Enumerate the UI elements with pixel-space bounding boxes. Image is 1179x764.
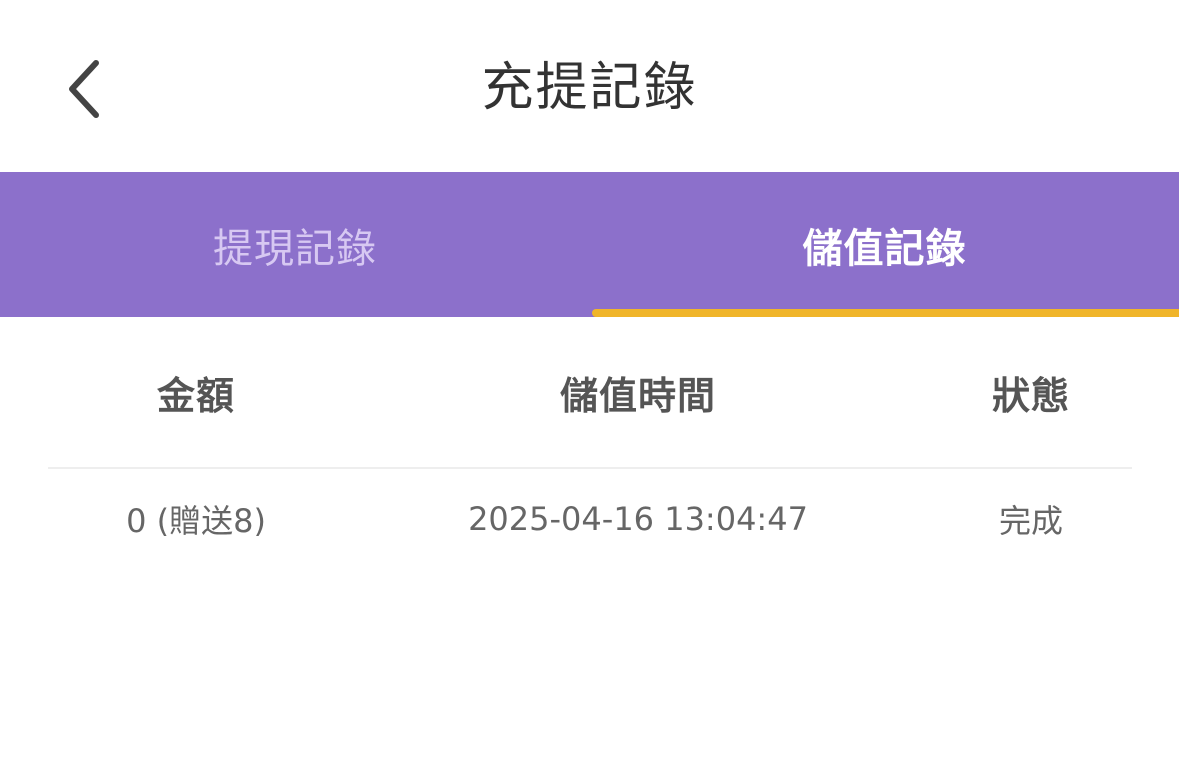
column-header-status: 狀態: [991, 373, 1070, 418]
column-header-amount: 金額: [156, 373, 235, 418]
cell-status: 完成: [998, 502, 1063, 540]
header: 充提記錄: [0, 0, 1179, 172]
tab-withdrawal-records[interactable]: 提現記錄: [213, 225, 377, 272]
tab-bar: 提現記錄 儲值記錄: [0, 172, 1179, 317]
table-header: 金額 儲值時間 狀態: [48, 317, 1132, 469]
table-row: 0 (贈送8) 2025-04-16 13:04:47 完成: [48, 469, 1132, 569]
tab-deposit-records[interactable]: 儲值記錄: [802, 225, 967, 272]
active-tab-indicator: [592, 309, 1179, 317]
cell-amount: 0 (贈送8): [126, 502, 266, 540]
back-button[interactable]: [44, 44, 124, 134]
cell-deposit-time: 2025-04-16 13:04:47: [468, 500, 808, 538]
page-title: 充提記錄: [481, 58, 698, 118]
column-header-deposit-time: 儲值時間: [559, 373, 716, 418]
chevron-left-icon: [69, 60, 99, 118]
